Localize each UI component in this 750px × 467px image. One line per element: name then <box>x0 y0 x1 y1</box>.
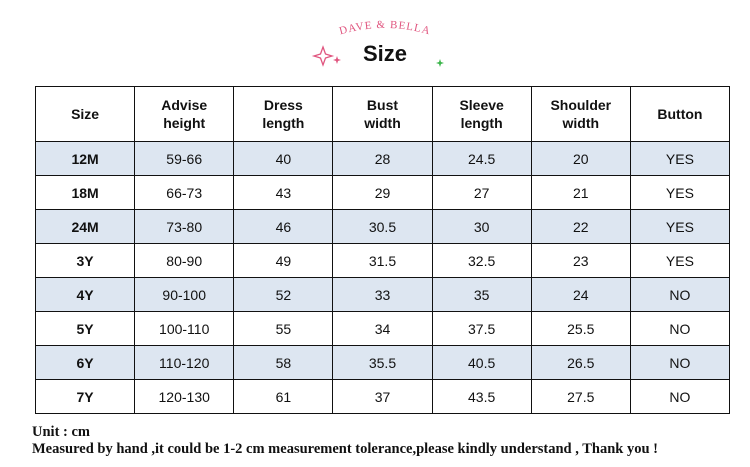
table-row: 4Y 90-100 52 33 35 24 NO <box>34 277 731 312</box>
table-cell: 46 <box>233 209 334 244</box>
table-cell: 58 <box>233 345 334 380</box>
header-line: width <box>562 115 600 131</box>
table-row: 5Y 100-110 55 34 37.5 25.5 NO <box>34 311 731 346</box>
brand: DAVE & BELLA <box>338 19 432 38</box>
sparkle <box>333 56 341 64</box>
column-header: Dress length <box>233 86 334 142</box>
table-cell: 43 <box>233 175 334 210</box>
header-line: length <box>262 115 305 131</box>
column-header: Bust width <box>332 86 433 142</box>
sparkle <box>311 45 335 67</box>
table-cell: 29 <box>332 175 433 210</box>
table-cell: 80-90 <box>134 243 235 278</box>
size-cell: 4Y <box>34 277 136 312</box>
table-row: 12M 59-66 40 28 24.5 20 YES <box>34 141 731 176</box>
table-cell: 33 <box>332 277 433 312</box>
size-cell: 7Y <box>34 379 136 414</box>
size-cell: 24M <box>34 209 136 244</box>
column-header: Size <box>34 86 136 142</box>
brand-text: DAVE & BELLA <box>338 19 431 38</box>
table-cell: 90-100 <box>134 277 235 312</box>
table-cell: 22 <box>530 209 631 244</box>
table-cell: 52 <box>233 277 334 312</box>
table-cell: YES <box>629 141 731 176</box>
table-cell: 61 <box>233 379 334 414</box>
table-cell: YES <box>629 243 731 278</box>
header: DAVE & BELLA Size <box>311 19 444 67</box>
table-row: 7Y 120-130 61 37 43.5 27.5 NO <box>34 379 731 414</box>
header-line: Bust <box>366 97 399 113</box>
header-line: height <box>163 115 206 131</box>
table-cell: 25.5 <box>530 311 631 346</box>
table-cell: 24.5 <box>431 141 532 176</box>
table-cell: NO <box>629 277 731 312</box>
table-cell: 35 <box>431 277 532 312</box>
table-cell: NO <box>629 311 731 346</box>
header-line: Sleeve <box>459 97 504 113</box>
table-row: 24M 73-80 46 30.5 30 22 YES <box>34 209 731 244</box>
table-cell: 40.5 <box>431 345 532 380</box>
title: Size <box>363 41 407 66</box>
table-cell: 110-120 <box>134 345 235 380</box>
table-cell: 30.5 <box>332 209 433 244</box>
table-cell: YES <box>629 175 731 210</box>
table-body: 12M 59-66 40 28 24.5 20 YES 18M 66-73 43 29 27 21 YES… <box>34 141 731 414</box>
table-cell: 23 <box>530 243 631 278</box>
unit-note: Unit : cm <box>32 424 90 440</box>
table-cell: 34 <box>332 311 433 346</box>
size-cell: 3Y <box>34 243 136 278</box>
size-table: Size Advise height Dress length Bust width Slee… <box>34 86 731 414</box>
size-cell: 6Y <box>34 345 136 380</box>
table-cell: NO <box>629 379 731 414</box>
table-cell: 37 <box>332 379 433 414</box>
size-cell: 5Y <box>34 311 136 346</box>
table-cell: 49 <box>233 243 334 278</box>
header-row: Size Advise height Dress length Bust width Slee… <box>34 86 731 142</box>
table-cell: 21 <box>530 175 631 210</box>
table-cell: 28 <box>332 141 433 176</box>
table-cell: 100-110 <box>134 311 235 346</box>
table-cell: 55 <box>233 311 334 346</box>
sparkle <box>436 59 444 67</box>
table-cell: NO <box>629 345 731 380</box>
column-header: Button <box>629 86 731 142</box>
table-row: 3Y 80-90 49 31.5 32.5 23 YES <box>34 243 731 278</box>
table-cell: 32.5 <box>431 243 532 278</box>
header-line: Advise <box>161 97 208 113</box>
header-line: Button <box>657 106 703 122</box>
table-row: 18M 66-73 43 29 27 21 YES <box>34 175 731 210</box>
table-cell: 66-73 <box>134 175 235 210</box>
column-header: Sleeve length <box>431 86 532 142</box>
tolerance-note: Measured by hand ,it could be 1-2 cm mea… <box>32 441 658 457</box>
table-cell: 37.5 <box>431 311 532 346</box>
table-cell: 120-130 <box>134 379 235 414</box>
size-cell: 12M <box>34 141 136 176</box>
column-header: Shoulder width <box>530 86 631 142</box>
header-line: length <box>460 115 503 131</box>
size-cell: 18M <box>34 175 136 210</box>
table-cell: 73-80 <box>134 209 235 244</box>
table-row: 6Y 110-120 58 35.5 40.5 26.5 NO <box>34 345 731 380</box>
table-cell: 40 <box>233 141 334 176</box>
column-header: Advise height <box>134 86 235 142</box>
header-line: width <box>364 115 401 131</box>
table-cell: YES <box>629 209 731 244</box>
table-cell: 31.5 <box>332 243 433 278</box>
table-cell: 43.5 <box>431 379 532 414</box>
table-cell: 35.5 <box>332 345 433 380</box>
table-cell: 59-66 <box>134 141 235 176</box>
table-cell: 27.5 <box>530 379 631 414</box>
header-line: Shoulder <box>550 97 612 113</box>
header-line: Dress <box>263 97 303 113</box>
table-cell: 27 <box>431 175 532 210</box>
table-cell: 30 <box>431 209 532 244</box>
table-cell: 26.5 <box>530 345 631 380</box>
table-cell: 20 <box>530 141 631 176</box>
table-cell: 24 <box>530 277 631 312</box>
header-line: Size <box>71 106 100 122</box>
